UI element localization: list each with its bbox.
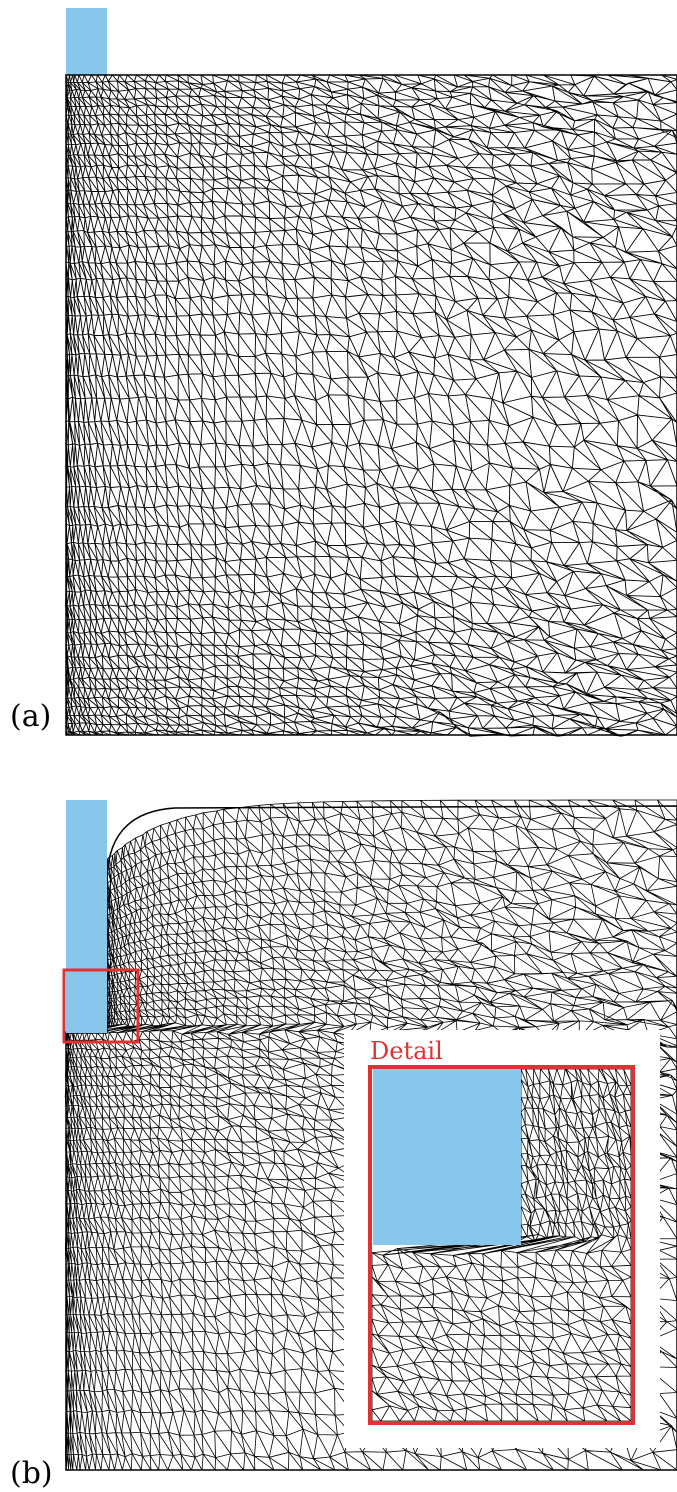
panel-b: Detail (b)	[10, 799, 677, 1491]
tool-block-a	[66, 8, 107, 75]
panel-a: (a)	[10, 8, 677, 737]
mesh-a	[65, 74, 677, 737]
mesh-a-edges	[65, 74, 677, 737]
detail-label: Detail	[370, 1037, 443, 1065]
mesh-a-boundary	[65, 74, 677, 736]
panel-b-label: (b)	[10, 1456, 53, 1491]
detail-region-marker	[62, 968, 140, 1044]
tool-block-b	[66, 800, 107, 1033]
detail-inset: Detail	[344, 1030, 660, 1448]
inset-tool-block	[373, 1069, 521, 1245]
mesh-b-boundary	[65, 805, 677, 1471]
panel-a-label: (a)	[10, 699, 51, 734]
inset-frame	[368, 1065, 635, 1425]
